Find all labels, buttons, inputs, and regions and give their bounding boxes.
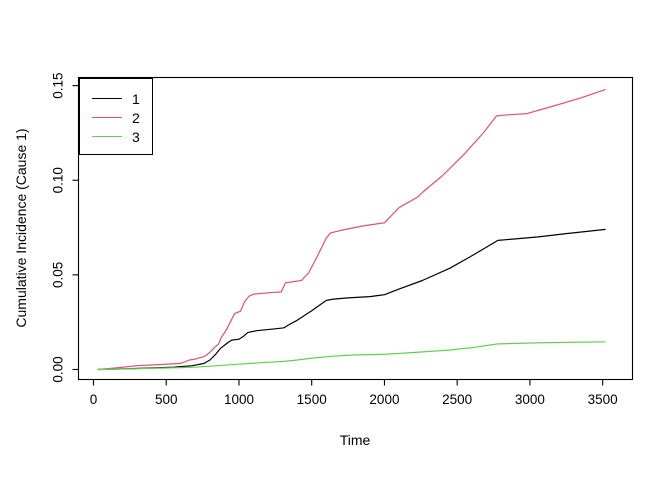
x-axis-title: Time [339,432,371,448]
series-line-3 [97,341,606,371]
series-line-2 [97,88,606,371]
legend-entry: 1 [80,89,152,108]
x-tick-label: 1500 [297,392,327,407]
y-tick-label: 0.10 [51,167,66,193]
x-tick-label: 0 [90,392,98,407]
x-tick-label: 3000 [515,392,545,407]
legend-entry-label: 3 [132,128,140,145]
legend-line-swatch-3 [92,136,122,137]
x-tick-label: 1000 [224,392,254,407]
legend-entry-label: 1 [132,90,140,107]
y-tick-label: 0.05 [51,262,66,288]
legend-entry-label: 2 [132,109,140,126]
y-tick-label: 0.00 [51,356,66,382]
x-tick-label: 500 [155,392,178,407]
legend-line-swatch-2 [92,117,122,118]
x-tick-label: 2500 [442,392,472,407]
y-axis-title: Cumulative Incidence (Cause 1) [13,128,29,328]
legend: 1 2 3 [79,78,153,155]
series-line-1 [97,228,606,371]
legend-entry: 3 [80,127,152,146]
legend-line-swatch-1 [92,98,122,99]
plot-box [77,76,634,381]
legend-entry: 2 [80,108,152,127]
y-tick-label: 0.15 [51,72,66,98]
x-tick-label: 3500 [588,392,618,407]
x-tick-label: 2000 [369,392,399,407]
